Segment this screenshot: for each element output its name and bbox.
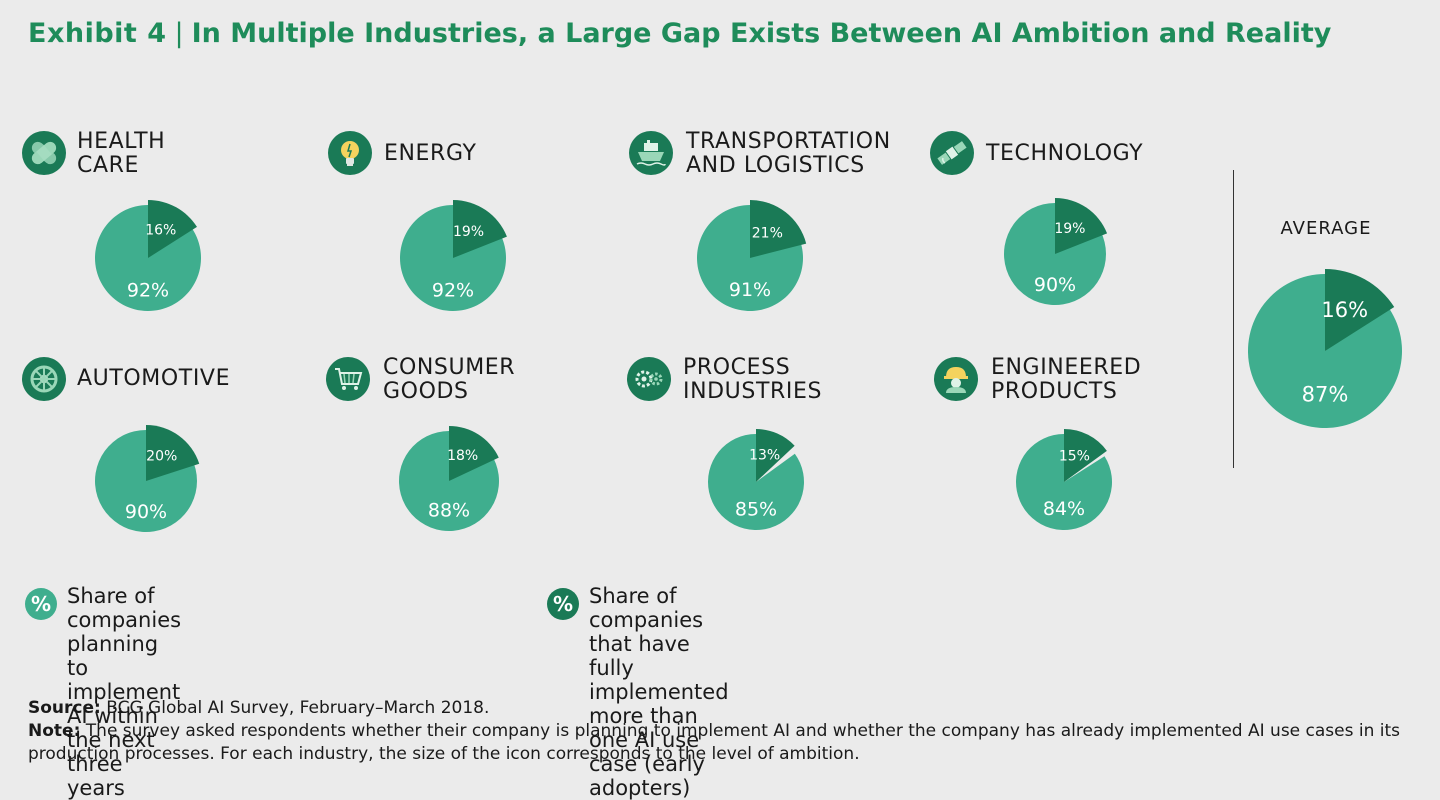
industry-label-line: TECHNOLOGY [986, 141, 1144, 166]
ambition-value-label: 87% [1302, 382, 1349, 406]
adopters-value-label: 19% [1054, 221, 1085, 237]
ship-icon [629, 131, 673, 175]
hardhat-worker-icon [934, 357, 978, 401]
industry-label-line: ENERGY [384, 141, 477, 166]
exhibit-label: Exhibit 4 [28, 18, 167, 49]
satellite-icon [930, 131, 974, 175]
lightbulb-icon [328, 131, 372, 175]
pie-slice-adopters [756, 429, 795, 482]
industry-label-line: INDUSTRIES [683, 379, 823, 404]
ambition-value-label: 91% [729, 279, 771, 301]
industry-label: CONSUMER GOODS [383, 356, 515, 404]
ambition-value-label: 84% [1043, 498, 1085, 520]
chart-title: Exhibit 4 | In Multiple Industries, a Larg… [28, 18, 1331, 49]
ambition-value-label: 90% [125, 501, 167, 523]
industry-label-line: HEALTH [77, 129, 166, 154]
ambition-value-label: 92% [127, 279, 169, 301]
industry-label: PROCESS INDUSTRIES [683, 356, 822, 404]
adopters-value-label: 20% [146, 449, 177, 465]
adopters-value-label: 19% [453, 224, 484, 240]
industry-pie: 92% 19% [400, 200, 507, 311]
wheel-icon [22, 357, 66, 401]
note-text: The survey asked respondents whether the… [28, 721, 1401, 764]
note-label: Note: [28, 721, 81, 741]
industry-pie: 84% 15% [1016, 429, 1112, 530]
industry-pie: 92% 16% [95, 200, 202, 311]
industry-pie: 88% 18% [399, 426, 499, 531]
industry-label-line: GOODS [383, 379, 469, 404]
industry-label-line: AND LOGISTICS [686, 153, 865, 178]
industry-label-line: ENGINEERED [991, 355, 1142, 380]
industry-pie: 91% 21% [697, 200, 807, 311]
source-label: Source: [28, 698, 101, 718]
industry-pie: 90% 20% [95, 425, 200, 532]
adopters-value-label: 16% [145, 222, 176, 238]
bandage-icon [22, 131, 66, 175]
legend-ambition-swatch: % [25, 588, 57, 620]
legend-ambition-text: Share of companies planning to implement… [67, 584, 182, 800]
shopping-cart-icon [326, 357, 370, 401]
ambition-value-label: 90% [1034, 274, 1076, 296]
industry-label-line: CONSUMER [383, 355, 516, 380]
source-line: Source: BCG Global AI Survey, February–M… [28, 697, 1418, 720]
industry-label-line: CARE [77, 153, 139, 178]
adopters-value-label: 13% [749, 448, 780, 464]
industry-pie: 85% 13% [708, 429, 804, 530]
average-divider [1233, 170, 1234, 468]
industry-label: TECHNOLOGY [986, 142, 1143, 166]
title-text: In Multiple Industries, a Large Gap Exis… [191, 18, 1332, 49]
ambition-value-label: 85% [735, 498, 777, 520]
footer: Source: BCG Global AI Survey, February–M… [28, 697, 1418, 766]
pie-slice-adopters [146, 425, 200, 481]
industry-label-line: PROCESS [683, 355, 791, 380]
industry-label: TRANSPORTATION AND LOGISTICS [686, 130, 891, 178]
note-line: Note: The survey asked respondents wheth… [28, 720, 1418, 766]
industry-label-line: TRANSPORTATION [686, 129, 891, 154]
industry-pie: 90% 19% [1004, 198, 1108, 305]
source-text: BCG Global AI Survey, February–March 201… [106, 698, 490, 718]
industry-label: ENERGY [384, 142, 477, 166]
pie-slice-adopters [750, 200, 807, 258]
pie-slice-adopters [148, 200, 197, 258]
legend-adopters-swatch: % [547, 588, 579, 620]
pie-slice-adopters [1055, 198, 1108, 254]
average-label: AVERAGE [1280, 218, 1372, 239]
average-pie: 87% 16% [1248, 269, 1402, 428]
industry-label-line: PRODUCTS [991, 379, 1118, 404]
industry-label: ENGINEERED PRODUCTS [991, 356, 1141, 404]
adopters-value-label: 18% [447, 448, 478, 464]
adopters-value-label: 15% [1059, 449, 1090, 465]
ambition-value-label: 88% [428, 500, 470, 522]
legend-adopters-text: Share of companies that have fully imple… [589, 584, 729, 800]
gears-icon [627, 357, 671, 401]
industry-label-line: AUTOMOTIVE [77, 366, 231, 391]
industry-label: HEALTH CARE [77, 130, 165, 178]
adopters-value-label: 16% [1321, 298, 1368, 322]
adopters-value-label: 21% [752, 225, 783, 241]
pie-slice-adopters [449, 426, 499, 481]
pie-slice-adopters [453, 200, 507, 258]
ambition-value-label: 92% [432, 279, 474, 301]
pie-slice-adopters [1064, 429, 1107, 482]
industry-label: AUTOMOTIVE [77, 367, 230, 391]
pie-slice-adopters [1325, 269, 1395, 351]
title-separator: | [174, 18, 184, 49]
